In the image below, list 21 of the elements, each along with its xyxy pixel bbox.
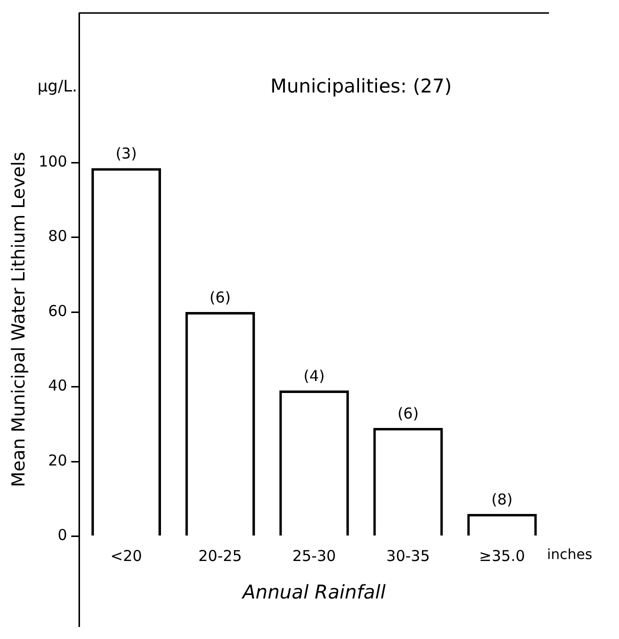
annotation: (4): [303, 366, 325, 385]
annotation: inches: [547, 546, 592, 563]
annotation: (3): [116, 144, 137, 163]
x-tick-label: ≥35.0: [479, 547, 526, 566]
y-axis-title: Mean Municipal Water Lithium Levels: [8, 152, 30, 488]
annotation: (8): [491, 490, 513, 508]
y-tick-label: 60: [48, 302, 68, 320]
x-tick-label: 25-30: [292, 547, 336, 566]
text: Municipalities: (27): [270, 75, 452, 98]
annotation: (6): [397, 404, 419, 422]
y-tick-label: 20: [48, 451, 68, 470]
annotation: (6): [210, 288, 231, 306]
text: μg/L.: [37, 76, 78, 96]
x-tick-label: <20: [110, 547, 142, 566]
y-tick-label: 100: [38, 152, 68, 170]
y-tick-label: 80: [48, 227, 68, 246]
x-axis-title: Annual Rainfall: [240, 582, 386, 604]
x-tick-label: 20-25: [198, 547, 242, 566]
y-tick-label: 0: [58, 526, 68, 544]
x-tick-label: 30-35: [386, 547, 430, 566]
y-tick-label: 40: [48, 376, 68, 395]
